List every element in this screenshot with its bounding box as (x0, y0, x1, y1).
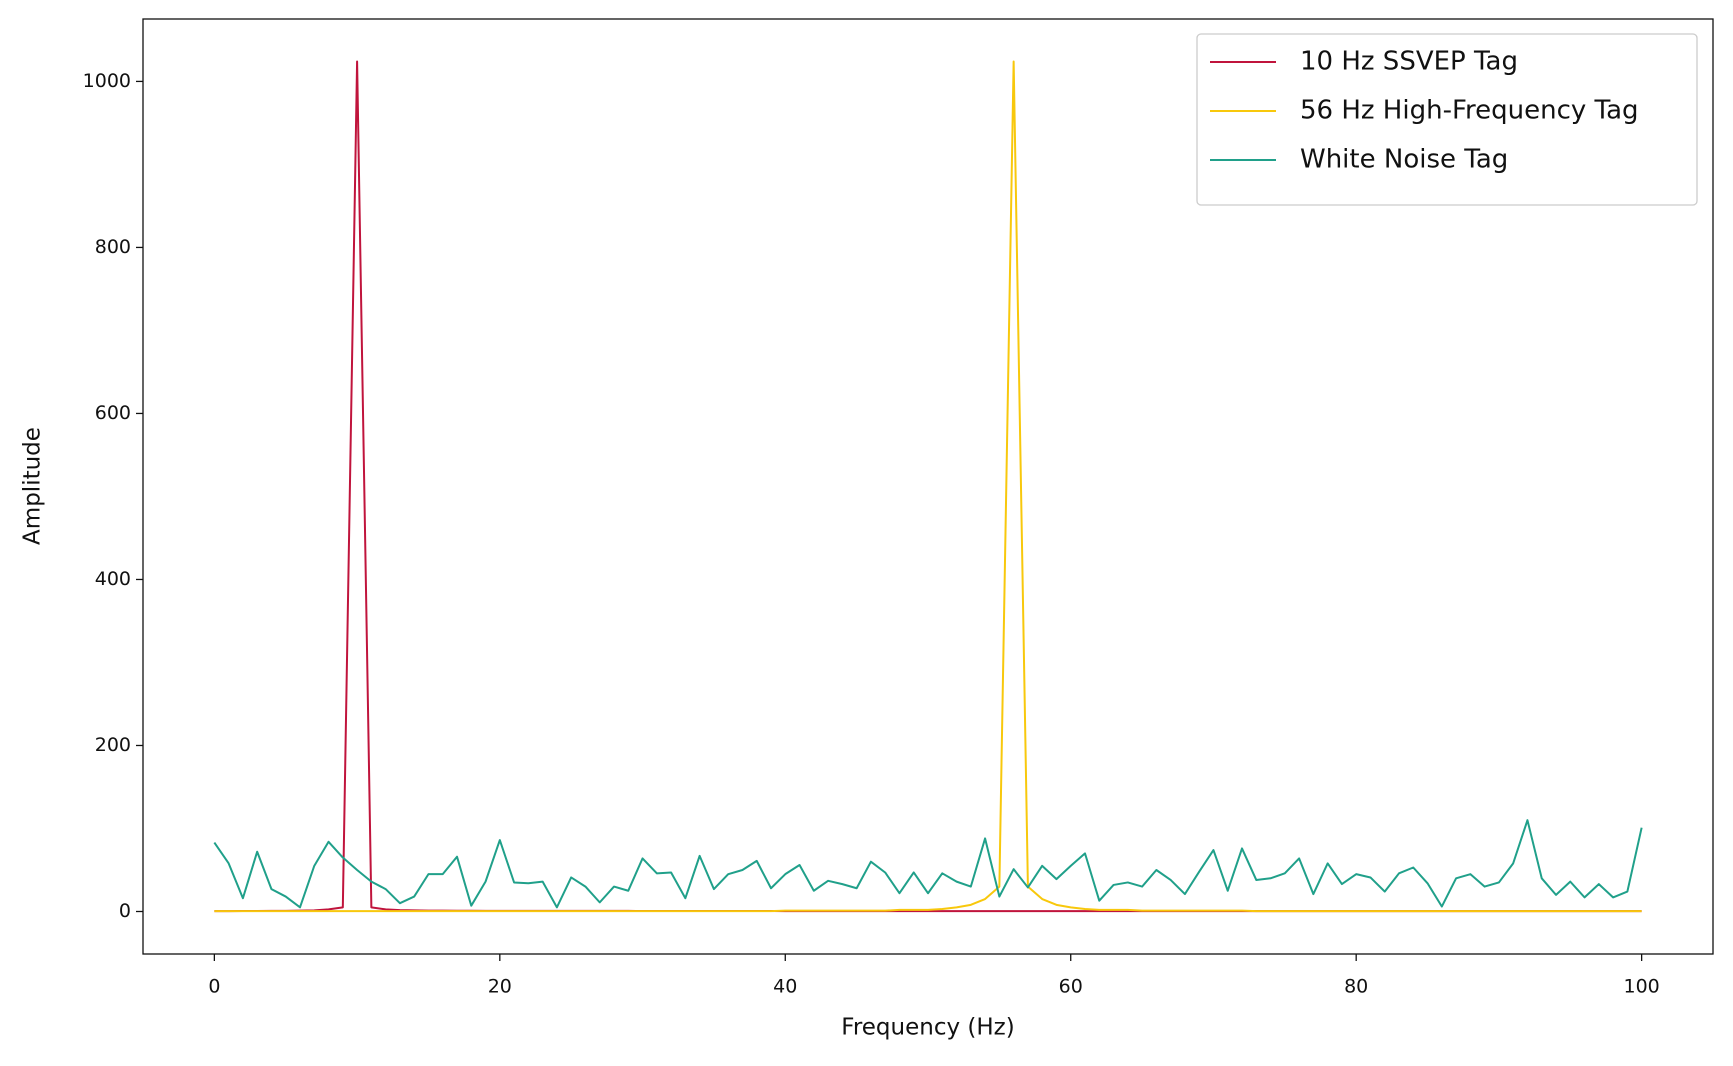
x-tick-label: 100 (1624, 976, 1660, 998)
y-tick-label: 0 (119, 900, 131, 922)
series-line (213, 819, 1643, 909)
y-tick-label: 800 (95, 236, 131, 258)
y-tick-label: 200 (95, 734, 131, 756)
x-tick-label: 20 (488, 976, 512, 998)
x-tick-label: 80 (1344, 976, 1368, 998)
y-tick-label: 400 (95, 568, 131, 590)
x-axis-label: Frequency (Hz) (841, 1015, 1014, 1041)
legend-label: 10 Hz SSVEP Tag (1300, 47, 1518, 77)
y-tick-label: 600 (95, 402, 131, 424)
axes-frame (142, 18, 1714, 955)
x-tick-label: 60 (1059, 976, 1083, 998)
x-tick-label: 40 (773, 976, 797, 998)
x-tick-label: 0 (208, 976, 220, 998)
y-axis-label: Amplitude (20, 427, 46, 545)
y-tick-label: 1000 (83, 70, 131, 92)
legend-label: White Noise Tag (1300, 145, 1508, 175)
series-line (214, 60, 1642, 913)
legend-box (1196, 33, 1698, 206)
legend-label: 56 Hz High-Frequency Tag (1300, 96, 1639, 126)
